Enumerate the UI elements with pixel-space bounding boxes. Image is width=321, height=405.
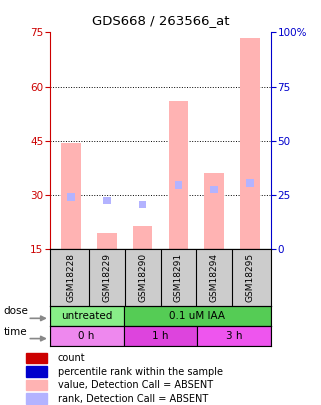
Bar [26,366,47,377]
Text: GSM18291: GSM18291 [174,253,183,302]
Bar [133,226,152,249]
Text: 0.1 uM IAA: 0.1 uM IAA [169,311,225,321]
Text: GSM18229: GSM18229 [102,253,111,302]
Bar [169,101,188,249]
Bar [175,181,182,189]
Text: GSM18294: GSM18294 [210,253,219,302]
Text: 3 h: 3 h [226,331,243,341]
Bar [67,193,75,201]
Bar [26,353,47,363]
Bar [240,38,260,249]
Text: time: time [3,327,27,337]
Bar [246,179,254,187]
Text: 1 h: 1 h [152,331,169,341]
Text: GSM18228: GSM18228 [67,253,76,302]
Bar [26,393,47,404]
Bar [97,233,117,249]
Text: 0 h: 0 h [78,331,95,341]
Text: dose: dose [3,307,28,316]
Text: rank, Detection Call = ABSENT: rank, Detection Call = ABSENT [58,394,208,403]
Text: untreated: untreated [61,311,112,321]
Bar [204,173,224,249]
Text: value, Detection Call = ABSENT: value, Detection Call = ABSENT [58,380,213,390]
Bar [26,380,47,390]
Text: GDS668 / 263566_at: GDS668 / 263566_at [92,14,229,27]
Bar [50,306,124,326]
Bar [124,306,271,326]
Bar [197,326,271,346]
Bar [50,326,124,346]
Bar [124,326,197,346]
Bar [103,196,111,204]
Bar [139,201,146,209]
Text: percentile rank within the sample: percentile rank within the sample [58,367,223,377]
Text: GSM18290: GSM18290 [138,253,147,302]
Text: count: count [58,353,85,363]
Bar [61,143,81,249]
Text: GSM18295: GSM18295 [245,253,254,302]
Bar [210,186,218,193]
